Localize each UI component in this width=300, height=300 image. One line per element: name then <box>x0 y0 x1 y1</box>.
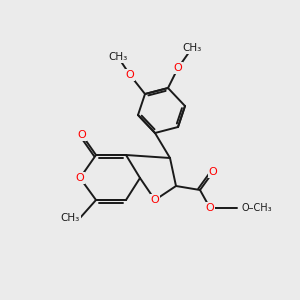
Text: O: O <box>151 195 159 205</box>
Text: CH₃: CH₃ <box>61 213 80 223</box>
Text: CH₃: CH₃ <box>182 43 202 53</box>
Text: O: O <box>206 203 214 213</box>
Text: CH₃: CH₃ <box>108 52 128 62</box>
Text: O: O <box>208 167 217 177</box>
Text: O: O <box>174 63 182 73</box>
Text: O–CH₃: O–CH₃ <box>241 203 272 213</box>
Text: O: O <box>78 130 86 140</box>
Text: O: O <box>76 173 84 183</box>
Text: O: O <box>126 70 134 80</box>
